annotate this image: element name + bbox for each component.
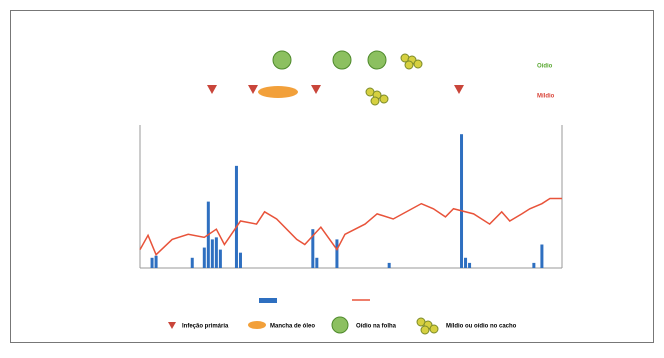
bar	[532, 263, 535, 268]
legend-label: Infeção primária	[182, 324, 229, 330]
bar	[464, 258, 467, 268]
bar	[155, 256, 158, 268]
page: Oídio Míldio Infeção primária Mancha de …	[0, 0, 664, 358]
bar	[191, 258, 194, 268]
bar	[215, 237, 218, 268]
bar	[460, 134, 463, 268]
annotation: Míldio	[537, 94, 555, 100]
annotation: Oídio	[537, 64, 553, 70]
bar	[203, 248, 206, 268]
legend-icon	[248, 321, 266, 329]
bar	[335, 239, 338, 268]
bar	[315, 258, 318, 268]
legend-label: Oídio na folha	[356, 324, 397, 330]
bar	[540, 245, 543, 268]
legend-icon	[332, 317, 348, 333]
bar	[219, 250, 222, 268]
bar	[239, 253, 242, 268]
oil-spot-icon	[258, 86, 298, 98]
legend-label: Míldio ou oídio no cacho	[446, 324, 517, 330]
bar	[235, 166, 238, 268]
bar	[151, 258, 154, 268]
legend-swatch	[259, 298, 277, 303]
frame	[11, 11, 654, 343]
bar	[388, 263, 391, 268]
bar	[211, 239, 214, 268]
bar	[468, 263, 471, 268]
legend-label: Mancha de óleo	[270, 324, 315, 330]
chart: Oídio Míldio Infeção primária Mancha de …	[0, 0, 664, 353]
